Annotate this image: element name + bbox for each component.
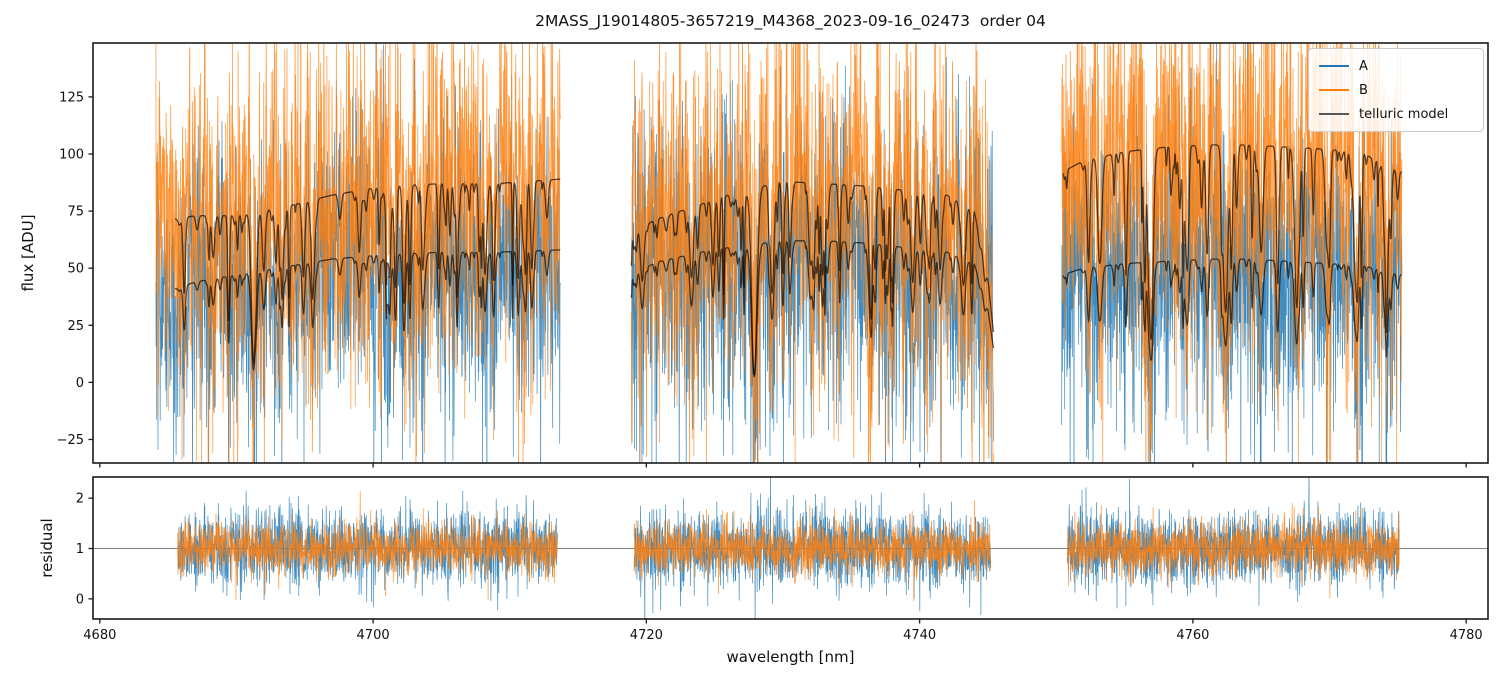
legend-entry-A: A xyxy=(1319,60,1473,73)
residual-trace-B-segment-1 xyxy=(177,491,558,601)
x-tick-label-4680: 4680 xyxy=(83,628,116,643)
legend-line-icon xyxy=(1319,89,1349,91)
residual-y-tick-label-2: 2 xyxy=(76,492,84,507)
telluric-model-A-segment-2 xyxy=(630,240,995,378)
flux-y-tick-label--25: −25 xyxy=(57,433,84,448)
telluric-model-B-segment-2 xyxy=(630,181,995,376)
legend-line-icon xyxy=(1319,65,1349,67)
x-tick-label-4760: 4760 xyxy=(1176,628,1209,643)
x-tick-label-4700: 4700 xyxy=(357,628,390,643)
x-tick-label-4740: 4740 xyxy=(903,628,936,643)
legend-label: telluric model xyxy=(1359,106,1449,122)
residual-y-tick-label-0: 0 xyxy=(76,592,84,607)
legend-label: B xyxy=(1359,82,1368,98)
legend-entry-telluric-model: telluric model xyxy=(1319,108,1473,121)
flux-y-tick-label-0: 0 xyxy=(76,376,84,391)
telluric-model-A-segment-3 xyxy=(1062,258,1403,362)
flux-y-tick-label-100: 100 xyxy=(59,147,84,162)
residual-trace-B-segment-3 xyxy=(1066,503,1400,599)
telluric-model-A-segment-1 xyxy=(174,249,561,372)
x-tick-label-4720: 4720 xyxy=(630,628,663,643)
x-tick-label-4780: 4780 xyxy=(1450,628,1483,643)
series-B-residual xyxy=(177,491,1400,602)
residual-trace-B-segment-2 xyxy=(633,500,992,602)
residual-y-tick-label-1: 1 xyxy=(76,542,84,557)
flux-trace-B-segment-2 xyxy=(630,43,994,463)
flux-trace-B-segment-1 xyxy=(155,43,561,463)
plot-title: 2MASS_J19014805-3657219_M4368_2023-09-16… xyxy=(535,12,1046,30)
legend-entry-B: B xyxy=(1319,84,1473,97)
x-axis-label: wavelength [nm] xyxy=(726,648,855,666)
telluric-model-B-segment-3 xyxy=(1062,144,1403,341)
flux-y-tick-label-50: 50 xyxy=(67,262,84,277)
flux-y-tick-label-125: 125 xyxy=(59,90,84,105)
flux-y-tick-label-75: 75 xyxy=(67,205,84,220)
legend-line-icon xyxy=(1319,113,1349,115)
legend-label: A xyxy=(1359,58,1368,74)
telluric-model-B-segment-1 xyxy=(175,178,561,365)
flux-y-tick-label-25: 25 xyxy=(67,319,84,334)
series-telluric-model xyxy=(174,144,1403,378)
flux-panel-frame xyxy=(92,42,1489,464)
